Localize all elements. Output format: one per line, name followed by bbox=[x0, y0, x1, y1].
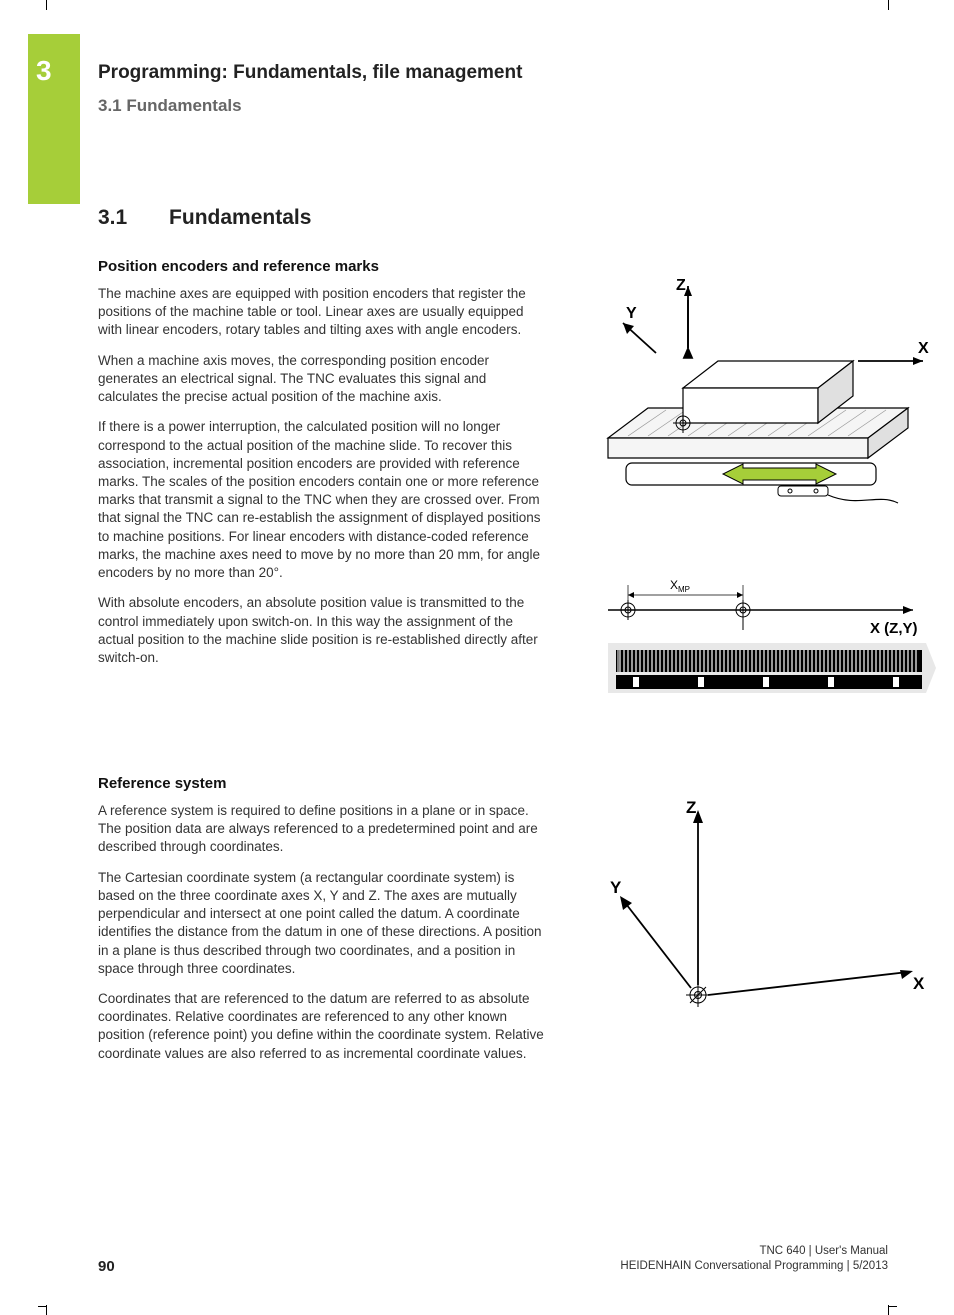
figure-column: Z Y X XMP bbox=[578, 258, 938, 720]
footer-line1: TNC 640 | User's Manual bbox=[620, 1244, 888, 1260]
chapter-number: 3 bbox=[36, 55, 52, 87]
crop-mark bbox=[888, 1306, 897, 1307]
section-breadcrumb: 3.1 Fundamentals bbox=[98, 96, 888, 116]
axis-label-x: X bbox=[918, 340, 929, 357]
axis-label-x: X bbox=[913, 974, 925, 993]
subheading-reference: Reference system bbox=[98, 775, 548, 792]
text-column: Position encoders and reference marks Th… bbox=[98, 258, 548, 679]
axis-label-z: Z bbox=[686, 798, 696, 817]
section-number: 3.1 bbox=[98, 206, 127, 229]
chapter-title: Programming: Fundamentals, file manageme… bbox=[98, 62, 888, 84]
figure-column: Z Y X bbox=[578, 775, 938, 1070]
text-column: Reference system A reference system is r… bbox=[98, 775, 548, 1075]
subheading-encoders: Position encoders and reference marks bbox=[98, 258, 548, 275]
section-header: 3.1 Fundamentals bbox=[98, 206, 888, 230]
axis-label: X (Z,Y) bbox=[870, 620, 918, 637]
axis-label-y: Y bbox=[610, 878, 622, 897]
paragraph: The machine axes are equipped with posit… bbox=[98, 285, 548, 340]
footer-line2: HEIDENHAIN Conversational Programming | … bbox=[620, 1259, 888, 1275]
dim-label: XMP bbox=[670, 578, 690, 594]
crop-mark bbox=[38, 1306, 47, 1307]
section-title: Fundamentals bbox=[169, 206, 311, 229]
figure-machine-axes: Z Y X bbox=[578, 268, 938, 533]
paragraph: With absolute encoders, an absolute posi… bbox=[98, 594, 548, 667]
page-number: 90 bbox=[98, 1258, 115, 1275]
footer-text: TNC 640 | User's Manual HEIDENHAIN Conve… bbox=[620, 1244, 888, 1275]
paragraph: If there is a power interruption, the ca… bbox=[98, 418, 548, 582]
paragraph: Coordinates that are referenced to the d… bbox=[98, 990, 548, 1063]
crop-mark bbox=[46, 0, 47, 10]
content-block-encoders: Position encoders and reference marks Th… bbox=[98, 258, 888, 720]
crop-mark bbox=[888, 0, 889, 10]
paragraph: A reference system is required to define… bbox=[98, 802, 548, 857]
axis-label-y: Y bbox=[626, 305, 637, 322]
page-footer: 90 TNC 640 | User's Manual HEIDENHAIN Co… bbox=[98, 1244, 888, 1275]
figure-cartesian-axes: Z Y X bbox=[578, 785, 938, 1070]
content-block-reference-system: Reference system A reference system is r… bbox=[98, 775, 888, 1075]
figure-linear-scale: XMP X (Z,Y) bbox=[578, 555, 938, 720]
page-content: Programming: Fundamentals, file manageme… bbox=[98, 60, 888, 1130]
paragraph: The Cartesian coordinate system (a recta… bbox=[98, 869, 548, 978]
paragraph: When a machine axis moves, the correspon… bbox=[98, 352, 548, 407]
axis-label-z: Z bbox=[676, 277, 686, 294]
